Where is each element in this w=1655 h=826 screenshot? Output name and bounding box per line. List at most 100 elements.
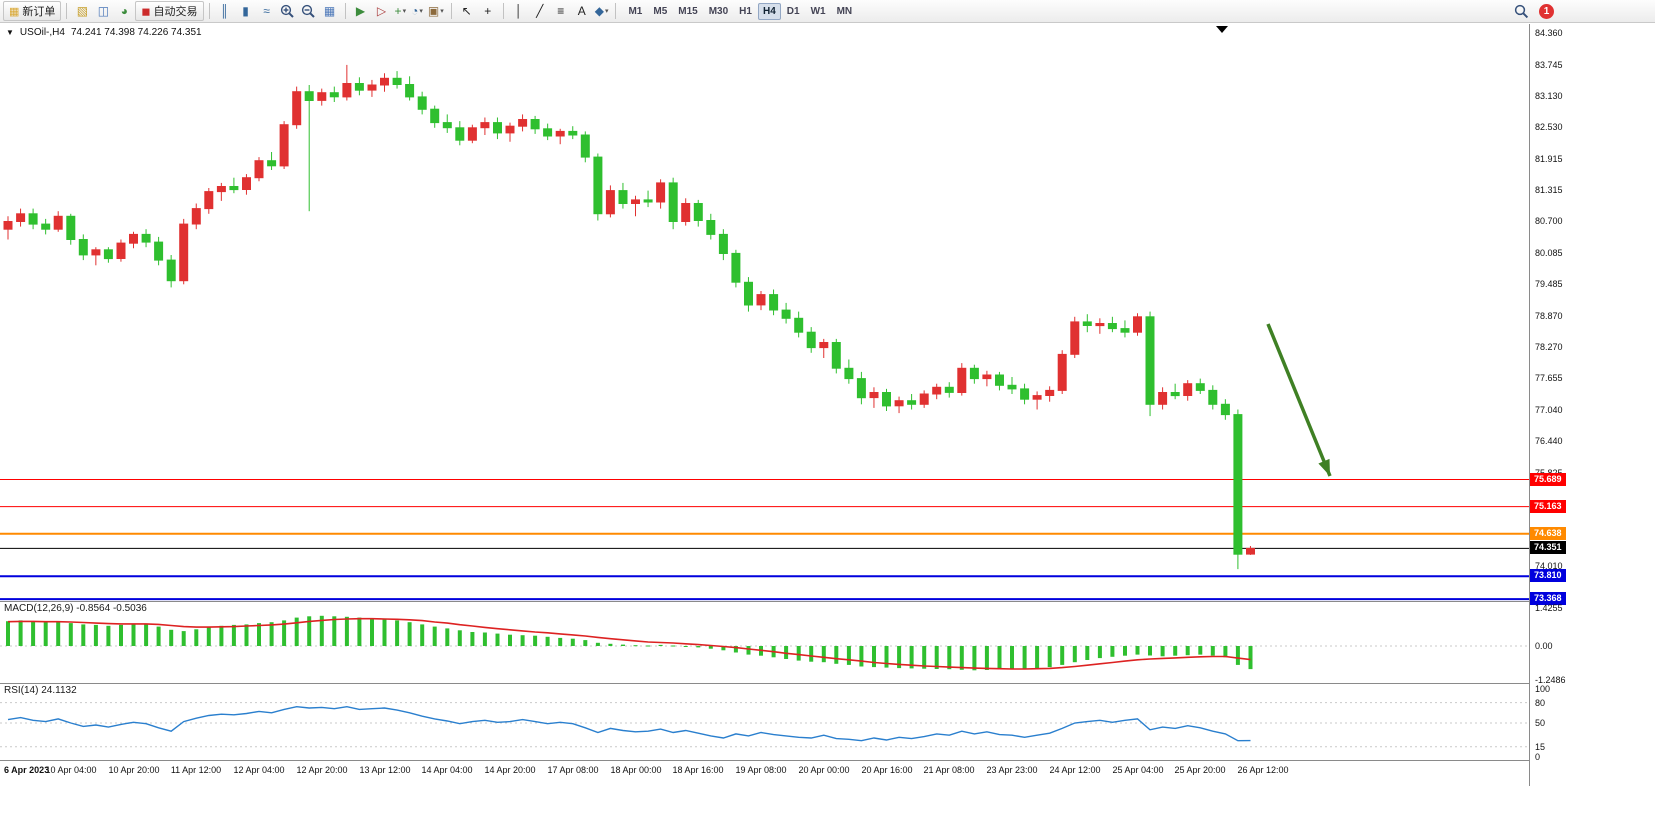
rsi-axis-tick: 100 [1535,684,1551,694]
time-marker-icon[interactable] [1216,26,1228,33]
new-order-button-label: 新订单 [22,6,56,18]
macd-histogram [6,615,1253,671]
indicators-dropdown[interactable]: + ▾ [393,2,409,20]
panel-separator[interactable] [0,683,1655,684]
timeframe-w1[interactable]: W1 [810,5,826,17]
time-axis[interactable]: 6 Apr 2023 10 Apr 04:00 10 Apr 20:00 11 Apr… [0,761,1529,787]
time-axis-label: 26 Apr 12:00 [1237,765,1289,775]
zoom-out-icon[interactable] [299,2,319,20]
time-axis-label: 12 Apr 04:00 [233,765,285,775]
price-axis-tick: 77.655 [1535,373,1563,383]
rsi-label: RSI(14) 24.1132 [4,685,77,696]
periods-dropdown[interactable]: ◔ ▾ [409,2,425,20]
chevron-down-icon: ▾ [604,8,609,15]
price-axis-tick: 79.485 [1535,279,1563,289]
price-badge: 75.163 [1530,500,1566,513]
line-chart-icon[interactable]: ≈ [257,2,277,20]
panel-separator[interactable] [0,760,1655,761]
vertical-line-icon: │ [514,4,523,18]
macd-label: MACD(12,26,9) -0.8564 -0.5036 [4,603,147,614]
rsi-panel [0,702,1529,748]
macd-signal-line [7,617,1251,670]
new-order-button[interactable]: ▦ 新订单 [3,1,62,21]
toolbar-separator [502,3,504,19]
auto-scroll-icon[interactable]: ▶ [351,2,371,20]
chart-grid-icon[interactable]: ▦ [320,2,340,20]
bars-chart-icon: ║ [220,4,229,18]
price-axis-tick: 81.915 [1535,154,1563,164]
auto-scroll-icon: ▶ [355,4,366,18]
text-tool-icon[interactable]: A [572,2,592,20]
trendline-icon[interactable]: ╱ [530,2,550,20]
chart-shift-icon[interactable]: ▷ [372,2,392,20]
price-badge: 73.368 [1530,592,1566,605]
notification-badge[interactable]: 1 [1539,3,1554,19]
price-badge: 74.638 [1530,527,1566,540]
timeframe-m15[interactable]: M15 [678,5,698,17]
cursor-icon: ↖ [461,4,472,18]
main-chart [0,26,1529,601]
shapes-dropdown[interactable]: ◆ ▾ [593,2,611,20]
price-badge: 75.689 [1530,473,1566,486]
price-axis-tick: 83.745 [1535,60,1563,70]
time-axis-label: 11 Apr 12:00 [170,765,222,775]
crosshair-icon: + [484,4,492,18]
timeframe-m1[interactable]: M1 [628,5,643,17]
timeframe-h4[interactable]: H4 [757,2,781,20]
vertical-line-icon[interactable]: │ [509,2,529,20]
candlestick-chart-icon: ▮ [242,4,249,18]
search-icon[interactable] [1511,2,1531,20]
price-badge: 73.810 [1530,569,1566,582]
timeframe-m30[interactable]: M30 [708,5,729,17]
zoom-in-icon[interactable] [278,2,298,20]
new-chart-icon[interactable]: ▧ [72,2,92,20]
time-axis-label: 21 Apr 08:00 [923,765,975,775]
toolbar-separator [450,3,452,19]
fibonacci-icon[interactable]: ≡ [551,2,571,20]
chart-grid-icon: ▦ [323,4,336,18]
crosshair-icon[interactable]: + [478,2,498,20]
timeframe-m5[interactable]: M5 [653,5,668,17]
trend-arrow-object[interactable] [1266,323,1332,477]
time-axis-label: 6 Apr 2023 [4,765,50,775]
shapes-dropdown: ◆ [594,4,604,18]
time-axis-label: 10 Apr 20:00 [108,765,160,775]
text-tool-icon: A [577,4,586,18]
panel-separator[interactable] [0,601,1655,602]
price-axis-tick: 74.010 [1535,561,1563,571]
fibonacci-icon: ≡ [557,4,565,18]
timeframe-group: M1 M5 M15 M30 H1 H4 D1 W1 MN [623,2,857,20]
autotrading-button[interactable]: ◼ 自动交易 [135,1,204,21]
time-axis-label: 18 Apr 16:00 [672,765,724,775]
price-axis-tick: 80.085 [1535,248,1563,258]
profiles-icon[interactable]: ◫ [93,2,113,20]
bars-chart-icon[interactable]: ║ [215,2,235,20]
price-axis-tick: 77.040 [1535,405,1563,415]
time-axis-label: 13 Apr 12:00 [359,765,411,775]
market-watch-icon[interactable]: ◕ [114,2,134,20]
time-axis-label: 20 Apr 16:00 [861,765,913,775]
macd-axis-tick: -1.2486 [1535,675,1566,685]
timeframe-mn[interactable]: MN [836,5,853,17]
price-axis-tick: 80.700 [1535,216,1563,226]
price-axis-tick: 82.530 [1535,122,1563,132]
cursor-icon[interactable]: ↖ [457,2,477,20]
price-axis-tick: 76.440 [1535,436,1563,446]
one-click-trading-icon[interactable]: ▼ [6,28,14,37]
price-axis-tick: 84.360 [1535,28,1563,38]
candles [3,64,1255,570]
price-axis-tick: 78.870 [1535,311,1563,321]
timeframe-d1[interactable]: D1 [786,5,800,17]
templates-dropdown[interactable]: ▣ ▾ [426,2,446,20]
chevron-down-icon: ▾ [440,8,444,15]
new-chart-icon: ▧ [76,4,89,18]
toolbar: ▦ 新订单 ▧ ◫ ◕ ◼ 自动交易 ║ ▮ ≈ ▦ ▶ ▷ + ▾ ◔ ▾ ▣ ▾ ↖ + │ ╱ ≡ A ◆ ▾ M1 M5 M15… [0,0,1655,23]
rsi-axis-tick: 15 [1535,742,1546,752]
chart-window: ▼ USOil-,H4 74.241 74.398 74.226 74.351 … [0,24,1655,826]
candlestick-chart-icon[interactable]: ▮ [236,2,256,20]
rsi-axis-tick: 0 [1535,752,1541,762]
time-axis-label: 18 Apr 00:00 [610,765,662,775]
price-axis[interactable]: 84.360 83.745 83.130 82.530 81.915 81.315 80.7… [1529,24,1655,786]
timeframe-h1[interactable]: H1 [739,5,752,17]
trend-arrow-head [1318,458,1330,476]
